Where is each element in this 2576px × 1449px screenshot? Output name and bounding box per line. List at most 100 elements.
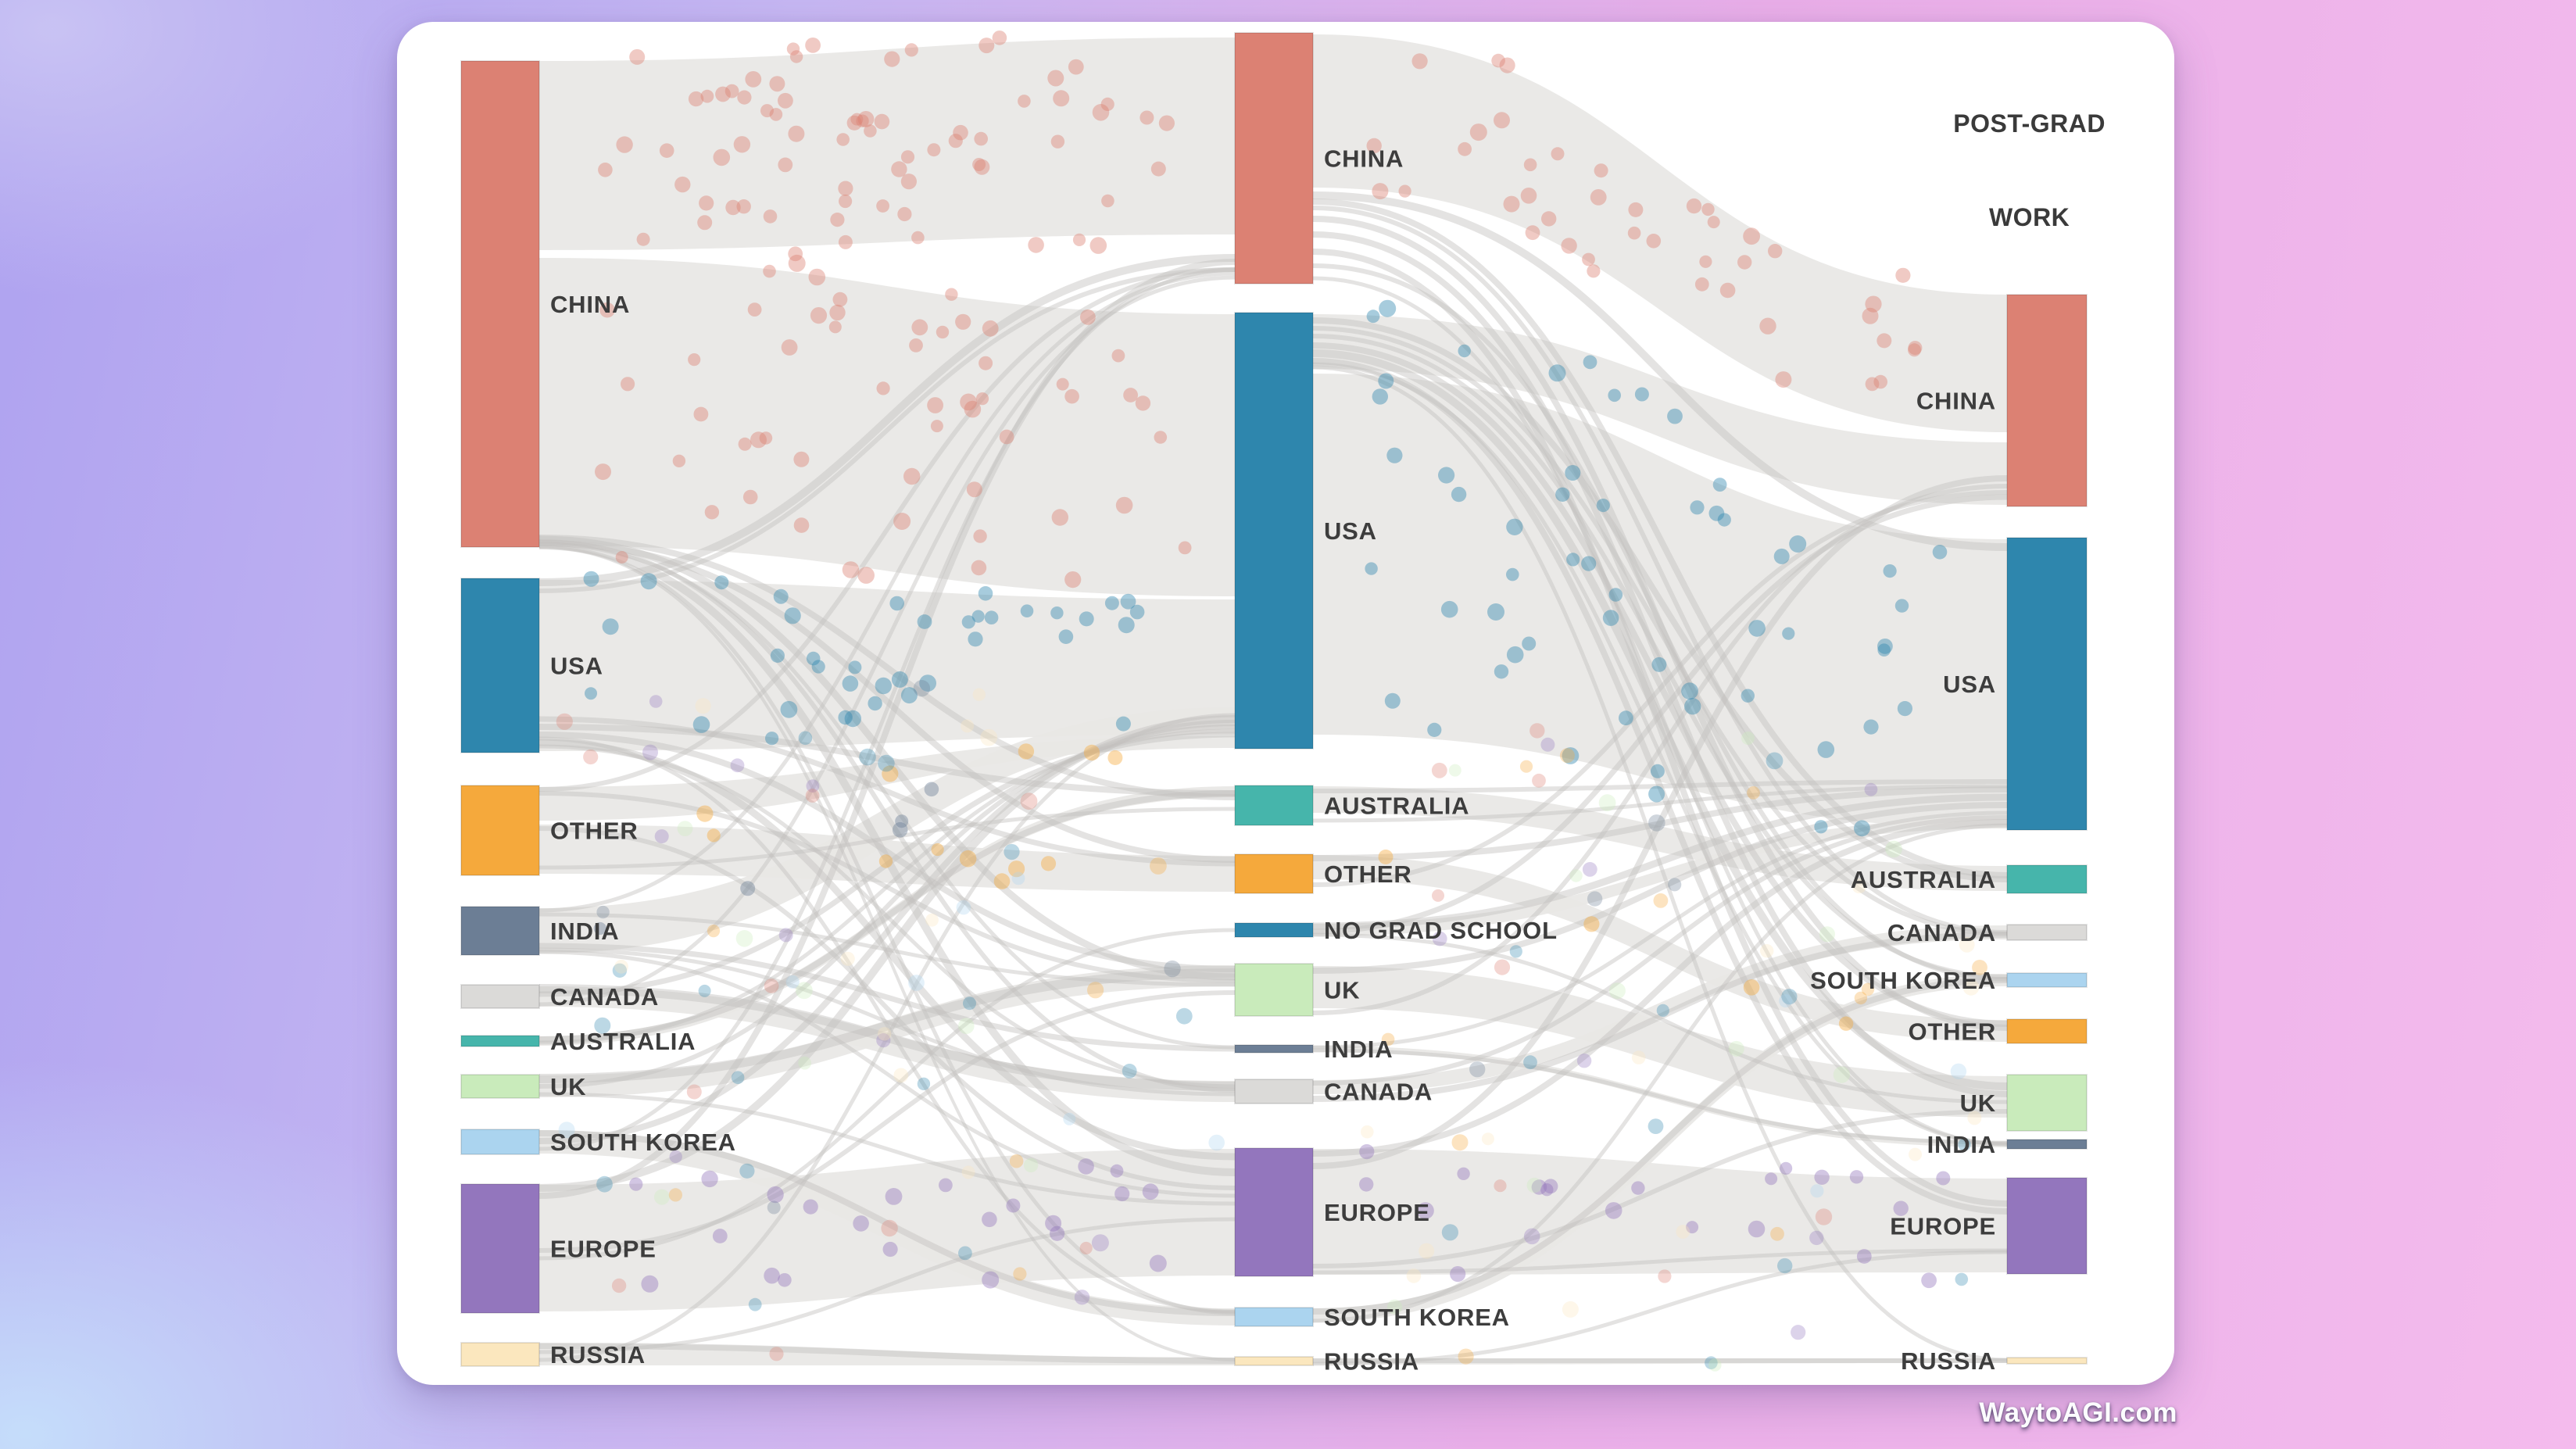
flow-strand-28[interactable] bbox=[538, 790, 1236, 1043]
flow-grad-russia-to-work-russia[interactable] bbox=[1313, 1358, 2007, 1365]
node-work-canada[interactable] bbox=[2006, 924, 2088, 941]
flow-strand-76[interactable] bbox=[1312, 977, 2008, 1315]
node-work-usa[interactable] bbox=[2006, 537, 2088, 831]
flow-strand-52[interactable] bbox=[1312, 326, 2008, 936]
flow-strand-66[interactable] bbox=[1312, 802, 2008, 974]
flow-origin-china-to-grad-usa[interactable] bbox=[539, 258, 1235, 596]
flow-strand-33[interactable] bbox=[538, 1130, 1236, 1316]
node-origin-india[interactable] bbox=[460, 906, 540, 956]
flow-strand-24[interactable] bbox=[538, 943, 1236, 1052]
flow-strand-10[interactable] bbox=[538, 739, 1236, 1161]
flow-strand-58[interactable] bbox=[1312, 365, 2008, 1362]
node-grad-uk[interactable] bbox=[1234, 963, 1314, 1017]
flow-strand-55[interactable] bbox=[1312, 349, 2008, 1090]
node-work-south_korea[interactable] bbox=[2006, 972, 2088, 988]
node-work-other[interactable] bbox=[2006, 1018, 2088, 1044]
flow-strand-5[interactable] bbox=[538, 542, 1236, 1050]
flow-grad-no_grad_school-to-work-usa[interactable] bbox=[1313, 818, 2007, 936]
flow-origin-usa-to-grad-usa[interactable] bbox=[539, 580, 1235, 751]
flow-strand-53[interactable] bbox=[1312, 334, 2008, 979]
node-grad-australia[interactable] bbox=[1234, 785, 1314, 826]
flow-strand-22[interactable] bbox=[538, 947, 1236, 1097]
node-grad-other[interactable] bbox=[1234, 853, 1314, 894]
flow-strand-7[interactable] bbox=[538, 546, 1236, 1361]
node-grad-no_grad_school[interactable] bbox=[1234, 922, 1314, 938]
node-origin-uk[interactable] bbox=[460, 1074, 540, 1099]
flow-strand-65[interactable] bbox=[1312, 932, 2008, 1104]
flow-strand-67[interactable] bbox=[1312, 484, 2008, 1015]
flow-strand-1[interactable] bbox=[538, 535, 1236, 981]
flow-strand-29[interactable] bbox=[538, 728, 1236, 1045]
flow-strand-40[interactable] bbox=[538, 1343, 1236, 1364]
flow-grad-usa-to-work-china[interactable] bbox=[1313, 314, 2007, 505]
flow-origin-uk-to-grad-uk[interactable] bbox=[539, 965, 1235, 1097]
node-origin-south_korea[interactable] bbox=[460, 1129, 540, 1155]
flow-origin-other-to-grad-other[interactable] bbox=[539, 825, 1235, 892]
flow-strand-51[interactable] bbox=[1312, 317, 2008, 882]
flow-strand-72[interactable] bbox=[1312, 819, 2008, 1157]
flow-grad-canada-to-work-canada[interactable] bbox=[1313, 925, 2007, 1094]
flow-strand-69[interactable] bbox=[1312, 1048, 2008, 1145]
flow-strand-23[interactable] bbox=[538, 950, 1236, 1198]
flow-strand-17[interactable] bbox=[538, 791, 1236, 983]
flow-strand-44[interactable] bbox=[1312, 199, 2008, 878]
node-grad-china[interactable] bbox=[1234, 32, 1314, 284]
flow-strand-75[interactable] bbox=[1312, 1248, 2008, 1275]
node-origin-europe[interactable] bbox=[460, 1183, 540, 1314]
flow-grad-europe-to-work-europe[interactable] bbox=[1313, 1149, 2007, 1275]
flow-strand-61[interactable] bbox=[1312, 786, 2008, 861]
flow-strand-13[interactable] bbox=[538, 716, 1236, 867]
flow-strand-35[interactable] bbox=[538, 267, 1236, 1151]
flow-strand-62[interactable] bbox=[1312, 490, 2008, 887]
node-work-australia[interactable] bbox=[2006, 864, 2088, 894]
flow-strand-16[interactable] bbox=[538, 267, 1236, 792]
node-origin-australia[interactable] bbox=[460, 1035, 540, 1047]
flow-strand-38[interactable] bbox=[538, 990, 1236, 1253]
flow-strand-0[interactable] bbox=[538, 540, 1236, 863]
flow-strand-57[interactable] bbox=[1312, 362, 2008, 1147]
node-work-russia[interactable] bbox=[2006, 1357, 2088, 1365]
node-origin-usa[interactable] bbox=[460, 578, 540, 753]
flow-strand-42[interactable] bbox=[538, 713, 1236, 1362]
flow-origin-russia-to-grad-russia[interactable] bbox=[539, 1343, 1235, 1365]
flow-strand-49[interactable] bbox=[1312, 263, 2008, 982]
flow-strand-6[interactable] bbox=[538, 544, 1236, 1315]
flow-grad-usa-to-work-usa[interactable] bbox=[1313, 374, 2007, 828]
flow-strand-18[interactable] bbox=[538, 826, 1236, 1190]
flow-strand-60[interactable] bbox=[1312, 784, 2008, 823]
flow-strand-8[interactable] bbox=[538, 254, 1236, 586]
flow-strand-30[interactable] bbox=[538, 968, 1236, 1083]
flow-strand-19[interactable] bbox=[538, 807, 1236, 870]
flow-origin-australia-to-grad-australia[interactable] bbox=[539, 786, 1235, 1046]
flow-strand-25[interactable] bbox=[538, 984, 1236, 1091]
node-origin-russia[interactable] bbox=[460, 1342, 540, 1367]
flow-strand-48[interactable] bbox=[1312, 249, 2008, 1207]
flow-strand-74[interactable] bbox=[1312, 1109, 2008, 1268]
flow-grad-australia-to-work-australia[interactable] bbox=[1313, 786, 2007, 891]
flow-strand-4[interactable] bbox=[538, 535, 1236, 800]
flow-grad-india-to-work-india[interactable] bbox=[1313, 1046, 2007, 1147]
node-work-china[interactable] bbox=[2006, 294, 2088, 507]
flow-strand-79[interactable] bbox=[1312, 1250, 2008, 1366]
flow-origin-other-to-grad-usa[interactable] bbox=[539, 735, 1235, 821]
node-grad-usa[interactable] bbox=[1234, 312, 1314, 750]
node-origin-other[interactable] bbox=[460, 785, 540, 876]
node-work-uk[interactable] bbox=[2006, 1074, 2088, 1132]
flow-strand-2[interactable] bbox=[538, 542, 1236, 1176]
flow-strand-15[interactable] bbox=[538, 736, 1236, 1314]
flow-strand-59[interactable] bbox=[1312, 779, 2008, 793]
flow-strand-26[interactable] bbox=[538, 732, 1236, 997]
flow-strand-21[interactable] bbox=[538, 912, 1236, 987]
flow-origin-china-to-grad-china[interactable] bbox=[539, 38, 1235, 250]
flow-strand-54[interactable] bbox=[1312, 342, 2008, 1027]
node-grad-russia[interactable] bbox=[1234, 1356, 1314, 1366]
flow-grad-uk-to-work-uk[interactable] bbox=[1313, 966, 2007, 1118]
flow-strand-39[interactable] bbox=[538, 928, 1236, 1261]
flow-grad-south_korea-to-work-south_korea[interactable] bbox=[1313, 974, 2007, 1322]
node-work-india[interactable] bbox=[2006, 1139, 2088, 1150]
flow-strand-45[interactable] bbox=[1312, 206, 2008, 935]
flow-strand-43[interactable] bbox=[1312, 191, 2008, 551]
flow-strand-64[interactable] bbox=[1312, 494, 2008, 935]
node-origin-china[interactable] bbox=[460, 60, 540, 548]
flow-strand-70[interactable] bbox=[1312, 815, 2008, 1086]
